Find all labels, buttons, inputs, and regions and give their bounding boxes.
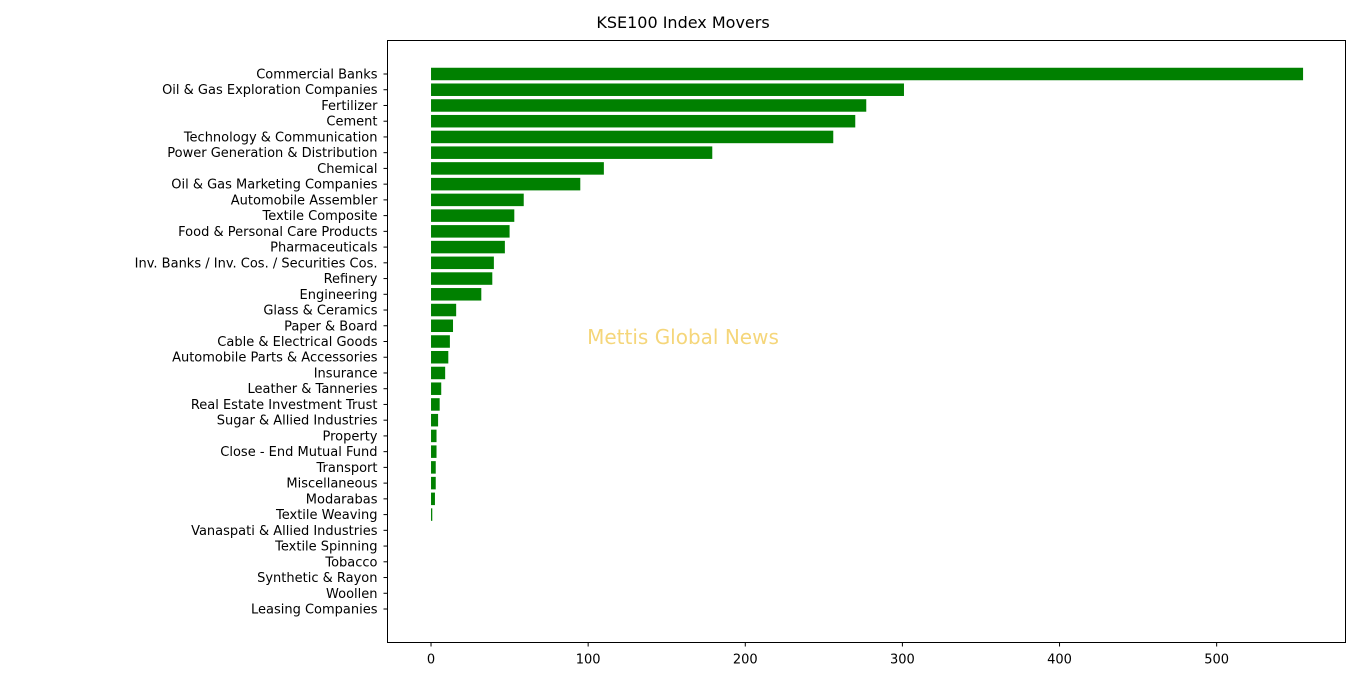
bar: [431, 335, 450, 348]
bar: [431, 162, 604, 175]
bar: [431, 461, 436, 474]
bar: [431, 240, 505, 254]
bar: [431, 429, 437, 443]
bar: [431, 319, 454, 333]
y-tick-label: Oil & Gas Marketing Companies: [171, 178, 377, 193]
y-tick-label: Textile Composite: [261, 209, 377, 224]
y-tick-label: Sugar & Allied Industries: [217, 414, 378, 429]
bar: [431, 366, 446, 380]
y-tick-label: Oil & Gas Exploration Companies: [162, 83, 378, 98]
chart-title: KSE100 Index Movers: [596, 13, 769, 32]
bar: [431, 67, 1304, 81]
x-tick-label: 300: [890, 653, 915, 668]
y-tick-label: Woollen: [326, 587, 377, 602]
y-tick-label: Modarabas: [306, 492, 378, 507]
y-tick-label: Leasing Companies: [251, 603, 378, 618]
y-tick-label: Property: [322, 429, 377, 444]
x-tick-label: 500: [1204, 653, 1229, 668]
y-tick-label: Engineering: [300, 288, 378, 303]
y-tick-label: Leather & Tanneries: [247, 382, 377, 397]
y-tick-label: Real Estate Investment Trust: [191, 398, 378, 413]
y-tick-label: Cement: [326, 115, 377, 130]
bar: [431, 508, 433, 521]
bar: [431, 288, 482, 301]
bar: [431, 256, 494, 270]
y-tick-label: Fertilizer: [321, 99, 378, 114]
bar: [431, 83, 904, 96]
watermark-text: Mettis Global News: [587, 325, 779, 349]
x-tick-label: 100: [576, 653, 601, 668]
y-tick-label: Textile Spinning: [274, 540, 377, 555]
y-tick-label: Textile Weaving: [275, 508, 378, 523]
y-tick-label: Power Generation & Distribution: [167, 146, 377, 161]
y-tick-label: Close - End Mutual Fund: [220, 445, 377, 460]
bar: [431, 492, 435, 506]
y-tick-label: Vanaspati & Allied Industries: [191, 524, 378, 539]
y-tick-label: Transport: [315, 461, 377, 476]
bar: [431, 146, 713, 159]
bar: [431, 350, 449, 364]
bar: [431, 193, 524, 207]
y-tick-label: Technology & Communication: [183, 130, 378, 145]
bar-group: [431, 67, 1304, 521]
y-tick-label: Pharmaceuticals: [270, 241, 378, 256]
y-tick-label: Synthetic & Rayon: [257, 571, 377, 586]
bar: [431, 99, 867, 112]
bar: [431, 303, 457, 317]
bar: [431, 225, 510, 238]
x-tick-label: 200: [733, 653, 758, 668]
bar: [431, 476, 436, 490]
y-tick-label: Cable & Electrical Goods: [217, 335, 377, 350]
bar: [431, 445, 437, 458]
bar: [431, 398, 440, 411]
bar: [431, 177, 581, 191]
y-tick-label: Tobacco: [324, 555, 377, 570]
bar: [431, 413, 439, 427]
y-tick-label: Glass & Ceramics: [263, 304, 377, 319]
x-tick-label: 0: [427, 653, 435, 668]
x-tick-label: 400: [1047, 653, 1072, 668]
y-tick-label: Insurance: [314, 366, 378, 381]
bar: [431, 272, 493, 285]
y-tick-label: Miscellaneous: [286, 477, 377, 492]
bar: [431, 130, 834, 144]
y-tick-label: Automobile Parts & Accessories: [172, 351, 378, 366]
bar: [431, 114, 856, 128]
bar: [431, 209, 515, 222]
y-tick-label: Food & Personal Care Products: [178, 225, 378, 240]
y-tick-label: Automobile Assembler: [231, 193, 378, 208]
x-axis: 0 100 200 300 400 500: [427, 642, 1229, 668]
y-tick-label: Refinery: [324, 272, 378, 287]
y-tick-label: Chemical: [317, 162, 377, 177]
y-tick-label: Paper & Board: [284, 319, 377, 334]
y-tick-label: Inv. Banks / Inv. Cos. / Securities Cos.: [135, 256, 378, 271]
y-tick-label: Commercial Banks: [256, 68, 378, 83]
bar: [431, 382, 442, 395]
